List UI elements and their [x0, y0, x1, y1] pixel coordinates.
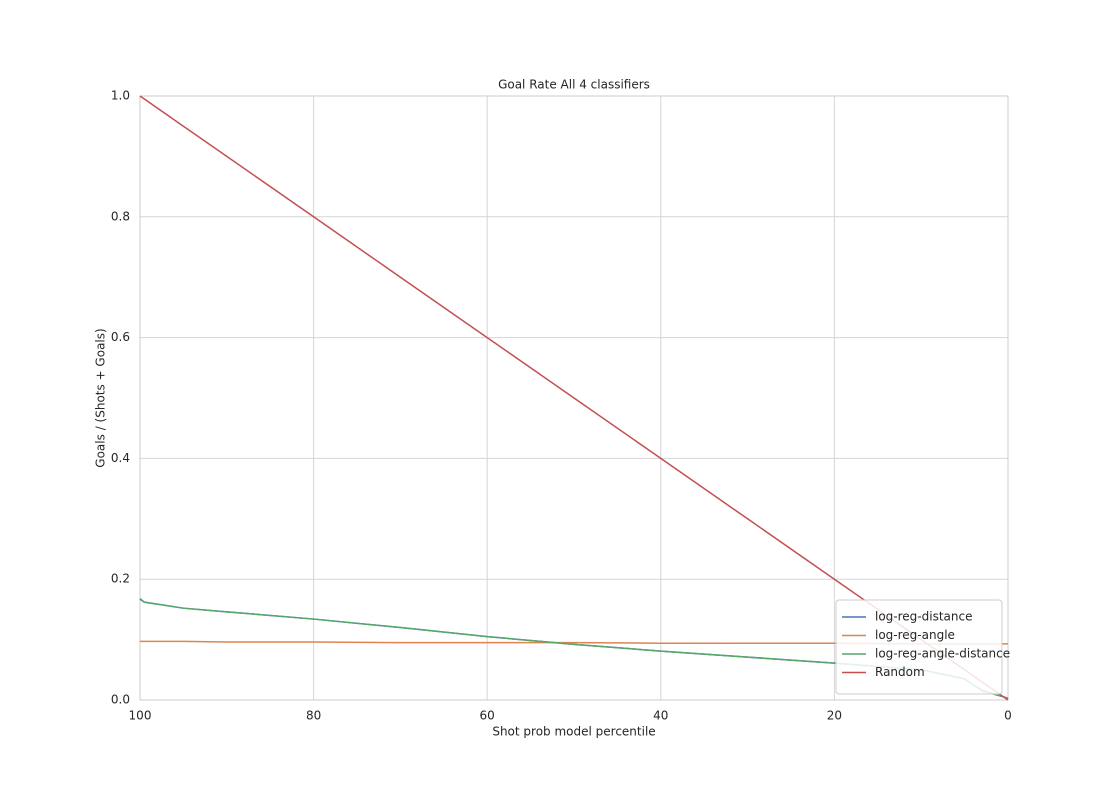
- y-tick-label: 0.6: [111, 330, 130, 344]
- legend-box: [835, 599, 1003, 695]
- y-tick-label: 0.4: [111, 451, 130, 465]
- legend-label: log-reg-angle: [875, 628, 955, 642]
- x-axis-label: Shot prob model percentile: [492, 725, 655, 739]
- y-tick-label: 0.0: [111, 693, 130, 707]
- x-tick-label: 0: [1004, 709, 1012, 723]
- x-tick-label: 40: [653, 709, 668, 723]
- x-tick-label: 20: [827, 709, 842, 723]
- y-tick-label: 1.0: [111, 89, 130, 103]
- chart-title: Goal Rate All 4 classifiers: [498, 78, 650, 92]
- y-tick-label: 0.8: [111, 209, 130, 223]
- x-tick-label: 100: [129, 709, 152, 723]
- x-tick-label: 60: [480, 709, 495, 723]
- y-axis-label: Goals / (Shots + Goals): [94, 328, 108, 467]
- y-tick-label: 0.2: [111, 572, 130, 586]
- legend-label: log-reg-distance: [875, 610, 972, 624]
- x-tick-label: 80: [306, 709, 321, 723]
- legend-label: log-reg-angle-distance: [875, 647, 1010, 661]
- plot-frame: [139, 95, 1009, 701]
- legend-label: Random: [875, 665, 925, 679]
